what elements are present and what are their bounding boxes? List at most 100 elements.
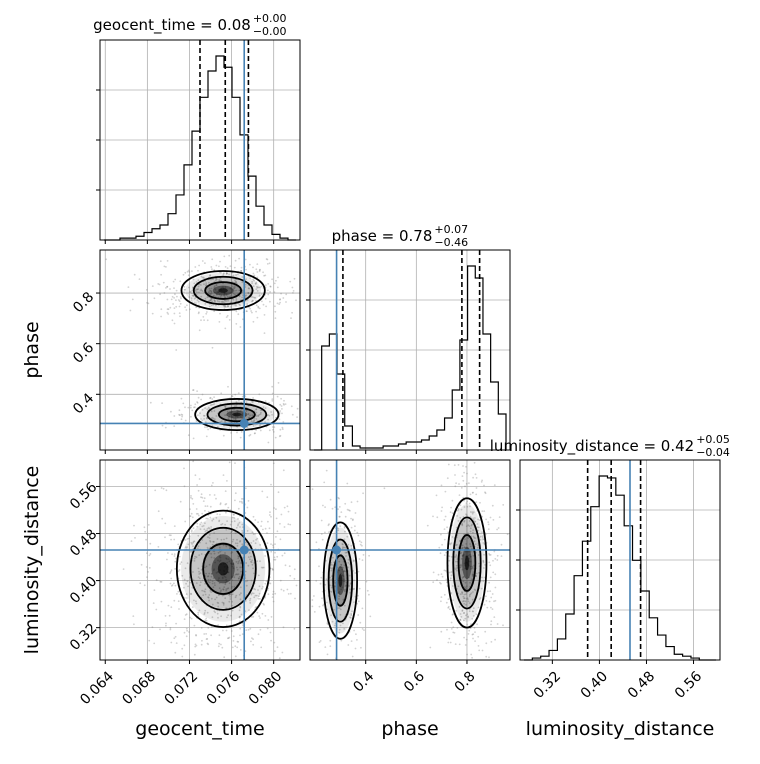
sample-point (223, 255, 226, 258)
sample-point (212, 586, 215, 589)
sample-point (474, 517, 476, 519)
sample-point (468, 502, 471, 505)
sample-point (195, 556, 198, 559)
sample-point (286, 588, 289, 591)
sample-point (194, 266, 197, 268)
sample-point (231, 565, 234, 568)
sample-point (207, 578, 210, 581)
sample-point (282, 469, 285, 472)
sample-point (324, 583, 327, 586)
sample-point (148, 639, 151, 642)
sample-point (357, 570, 360, 573)
sample-point (221, 601, 224, 604)
sample-point (152, 602, 155, 604)
sample-point (477, 526, 480, 529)
sample-point (193, 653, 196, 656)
sample-point (245, 562, 248, 564)
sample-point (276, 286, 279, 289)
sample-point (476, 523, 479, 525)
sample-point (264, 297, 267, 300)
sample-point (228, 560, 231, 563)
sample-point (234, 279, 236, 282)
sample-point (209, 299, 212, 302)
sample-point (155, 608, 158, 611)
sample-point (180, 297, 182, 300)
sample-point (195, 512, 198, 515)
sample-point (155, 579, 158, 582)
sample-point (383, 487, 386, 490)
sample-point (347, 644, 350, 646)
sample-point (455, 544, 457, 547)
sample-point (345, 555, 347, 557)
sample-point (268, 527, 271, 530)
sample-point (225, 545, 228, 548)
sample-point (190, 297, 193, 300)
sample-point (288, 565, 291, 568)
sample-point (215, 277, 217, 280)
sample-point (445, 601, 448, 604)
sample-point (245, 294, 248, 297)
sample-point (354, 647, 357, 650)
sample-point (241, 502, 244, 504)
sample-point (236, 410, 239, 412)
sample-point (253, 596, 256, 599)
sample-point (289, 574, 292, 577)
sample-point (177, 299, 180, 301)
sample-point (465, 482, 468, 485)
sample-point (195, 634, 198, 637)
sample-point (207, 510, 210, 513)
sample-point (462, 479, 465, 482)
sample-point (200, 627, 203, 629)
sample-point (338, 592, 341, 595)
sample-point (172, 303, 175, 305)
sample-point (153, 589, 156, 591)
sample-point (199, 581, 202, 584)
sample-point (223, 292, 226, 295)
sample-point (229, 546, 232, 548)
x-tick-label-luminosity_distance-3: 0.56 (672, 668, 705, 701)
sample-point (211, 300, 214, 303)
sample-point (463, 593, 466, 596)
sample-point (194, 296, 197, 299)
sample-point (231, 416, 234, 418)
sample-point (474, 631, 476, 633)
sample-point (450, 574, 453, 577)
sample-point (247, 628, 250, 631)
sample-point (189, 406, 192, 409)
sample-point (459, 618, 462, 621)
sample-point (252, 266, 254, 269)
sample-point (191, 516, 194, 519)
sample-point (269, 300, 271, 303)
sample-point (470, 579, 473, 582)
sample-point (233, 405, 236, 408)
sample-point (201, 276, 204, 279)
sample-point (465, 543, 468, 545)
sample-point (458, 483, 460, 485)
sample-point (201, 408, 204, 411)
hist-bar-geocent_time-13 (208, 71, 216, 240)
sample-point (197, 514, 200, 517)
sample-point (175, 557, 177, 560)
sample-point (483, 484, 485, 487)
sample-point (224, 405, 226, 408)
sample-point (228, 461, 231, 464)
sample-point (201, 290, 204, 293)
sample-point (368, 554, 370, 557)
sample-point (464, 538, 466, 540)
sample-point (207, 596, 210, 599)
sample-point (269, 285, 272, 288)
sample-point (204, 619, 207, 622)
sample-point (190, 617, 193, 620)
sample-point (330, 567, 333, 570)
sample-point (493, 616, 496, 618)
sample-point (210, 290, 213, 293)
sample-point (237, 523, 240, 526)
hist-bar-phase-4 (345, 426, 353, 450)
sample-point (337, 607, 339, 609)
sample-point (449, 579, 451, 582)
sample-point (192, 541, 195, 544)
sample-point (478, 598, 481, 601)
sample-point (178, 312, 181, 314)
sample-point (210, 266, 213, 268)
sample-point (234, 462, 236, 464)
